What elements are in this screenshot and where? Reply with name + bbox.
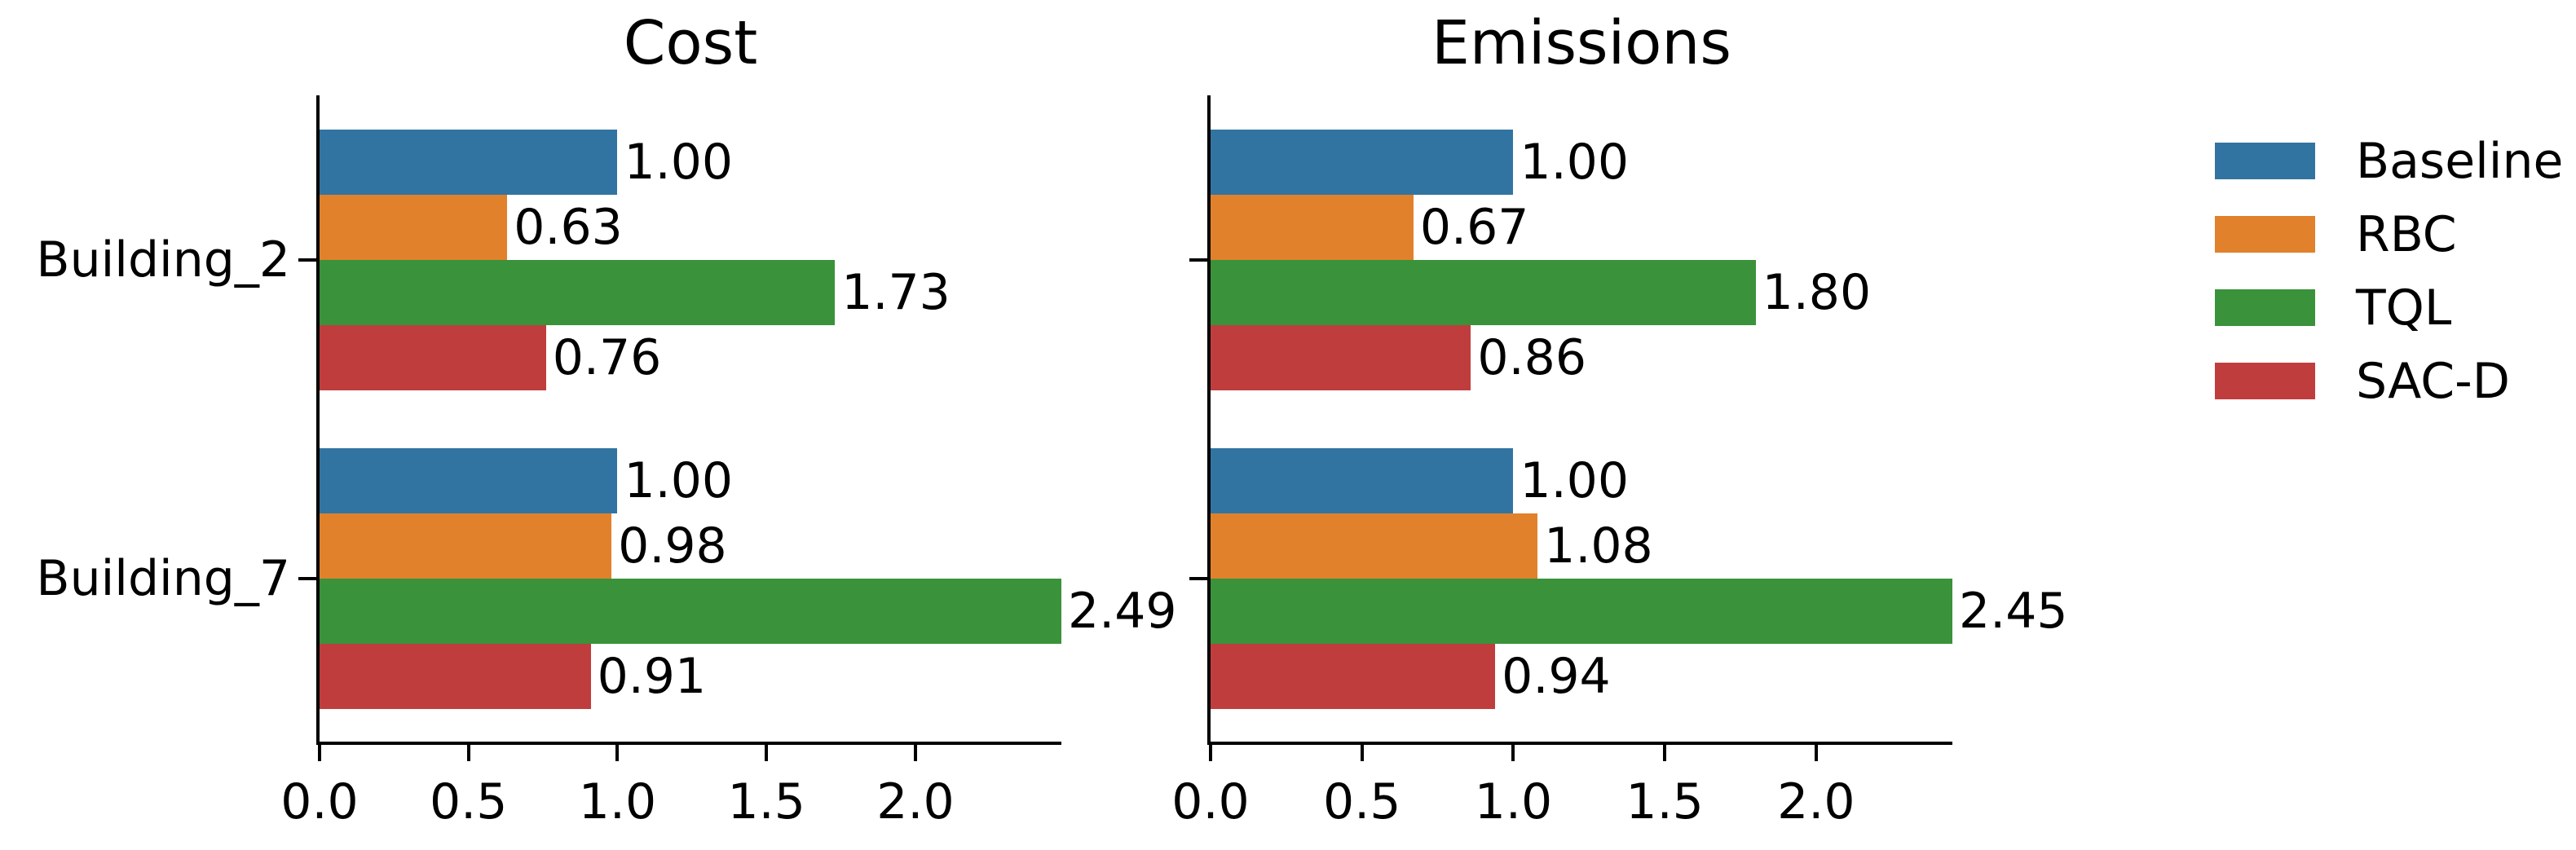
x-axis-line — [1207, 742, 1952, 745]
bar-baseline-building_2 — [320, 130, 618, 195]
x-tick — [1360, 743, 1364, 761]
x-tick-label: 2.0 — [1777, 773, 1855, 830]
x-tick-label: 2.0 — [876, 773, 955, 830]
category-label: Building_2 — [36, 231, 290, 288]
bar-value-label: 0.67 — [1419, 199, 1529, 256]
bar-rbc-building_7 — [1211, 513, 1538, 579]
x-tick-label: 1.5 — [727, 773, 805, 830]
bar-sac-d-building_2 — [320, 325, 546, 390]
bar-value-label: 1.00 — [624, 452, 734, 509]
bar-value-label: 2.49 — [1068, 583, 1177, 640]
bar-tql-building_2 — [1211, 260, 1756, 325]
x-tick-label: 0.5 — [1322, 773, 1401, 830]
bar-value-label: 0.91 — [597, 648, 707, 705]
legend-swatch-sac-d — [2215, 363, 2315, 399]
x-tick — [318, 743, 321, 761]
y-tick — [298, 258, 316, 262]
x-tick — [1814, 743, 1818, 761]
bar-value-label: 1.73 — [841, 264, 951, 321]
legend-swatch-rbc — [2215, 216, 2315, 253]
bar-value-label: 1.00 — [624, 134, 734, 191]
bar-rbc-building_7 — [320, 513, 612, 579]
y-axis-spine — [316, 95, 320, 745]
category-label: Building_7 — [36, 550, 290, 607]
x-tick — [765, 743, 769, 761]
bar-value-label: 0.98 — [618, 517, 727, 575]
bar-sac-d-building_2 — [1211, 325, 1471, 390]
bar-value-label: 0.76 — [552, 329, 662, 386]
y-tick — [298, 577, 316, 580]
x-tick-label: 0.5 — [430, 773, 508, 830]
bar-rbc-building_2 — [320, 195, 508, 260]
panel-title: Emissions — [1431, 8, 1731, 78]
x-tick — [1663, 743, 1667, 761]
x-tick-label: 1.0 — [1474, 773, 1553, 830]
bar-value-label: 1.00 — [1520, 134, 1630, 191]
bar-value-label: 0.63 — [514, 199, 623, 256]
x-tick — [1511, 743, 1515, 761]
x-axis-line — [316, 742, 1061, 745]
bar-value-label: 0.86 — [1477, 329, 1587, 386]
bar-baseline-building_2 — [1211, 130, 1514, 195]
bar-value-label: 1.00 — [1520, 452, 1630, 509]
bar-value-label: 1.80 — [1762, 264, 1872, 321]
bar-baseline-building_7 — [320, 448, 618, 513]
bar-tql-building_7 — [320, 579, 1061, 644]
x-tick-label: 0.0 — [1171, 773, 1250, 830]
legend-label: TQL — [2356, 279, 2452, 337]
legend-swatch-baseline — [2215, 143, 2315, 179]
bar-baseline-building_7 — [1211, 448, 1514, 513]
bar-value-label: 1.08 — [1544, 517, 1653, 575]
bar-tql-building_7 — [1211, 579, 1952, 644]
x-tick — [615, 743, 620, 761]
y-tick — [1189, 258, 1207, 262]
legend-swatch-tql — [2215, 289, 2315, 326]
legend-label: SAC-D — [2356, 352, 2510, 410]
x-tick — [913, 743, 917, 761]
bar-sac-d-building_7 — [1211, 644, 1496, 709]
legend-label: RBC — [2356, 205, 2457, 263]
x-tick-label: 0.0 — [280, 773, 359, 830]
bar-value-label: 0.94 — [1502, 648, 1611, 705]
bar-sac-d-building_7 — [320, 644, 591, 709]
bar-rbc-building_2 — [1211, 195, 1414, 260]
y-tick — [1189, 577, 1207, 580]
x-tick — [466, 743, 470, 761]
y-axis-spine — [1207, 95, 1211, 745]
legend-label: Baseline — [2356, 132, 2564, 190]
panel-title: Cost — [623, 8, 758, 78]
bar-value-label: 2.45 — [1959, 583, 2068, 640]
x-tick — [1209, 743, 1212, 761]
x-tick-label: 1.0 — [578, 773, 657, 830]
x-tick-label: 1.5 — [1625, 773, 1704, 830]
bar-tql-building_2 — [320, 260, 836, 325]
